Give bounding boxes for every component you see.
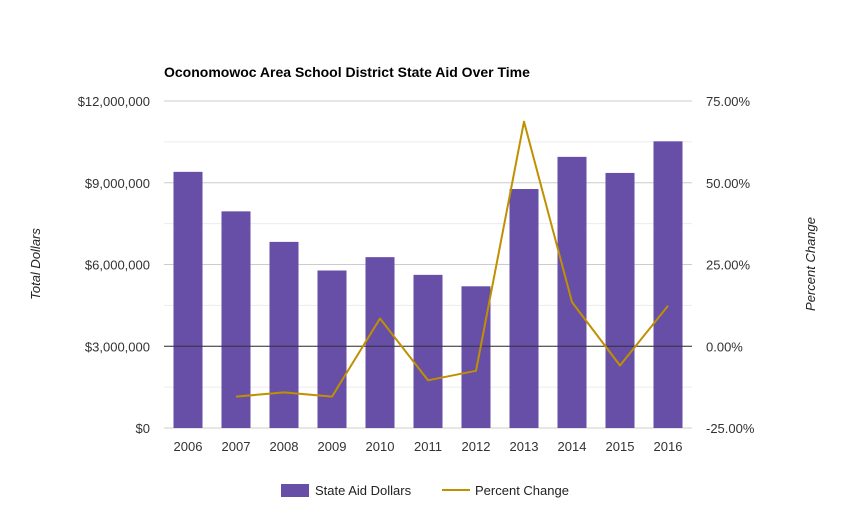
x-tick-label: 2013 (510, 439, 539, 454)
right-axis-title: Percent Change (803, 217, 818, 311)
x-tick-label: 2015 (606, 439, 635, 454)
left-axis-title: Total Dollars (28, 228, 43, 300)
right-tick-label: 25.00% (706, 258, 751, 273)
bar-2009 (317, 270, 347, 428)
legend-swatch-bars (281, 484, 309, 497)
chart-title: Oconomowoc Area School District State Ai… (164, 64, 530, 80)
x-tick-label: 2007 (222, 439, 251, 454)
bar-2014 (557, 156, 587, 429)
x-tick-label: 2011 (414, 439, 442, 454)
right-tick-label: 50.00% (706, 176, 751, 191)
left-axis-ticks: $0 $3,000,000 $6,000,000 $9,000,000 $12,000,… (78, 94, 150, 436)
bar-2012 (461, 286, 491, 428)
x-tick-label: 2014 (558, 439, 587, 454)
right-tick-label: -25.00% (706, 421, 755, 436)
x-tick-label: 2006 (174, 439, 203, 454)
x-tick-label: 2008 (270, 439, 299, 454)
legend: State Aid Dollars Percent Change (281, 483, 569, 498)
bar-2013 (509, 189, 539, 428)
bar-2015 (605, 172, 635, 428)
legend-label-line: Percent Change (475, 483, 569, 498)
bar-2008 (269, 241, 299, 428)
right-tick-label: 0.00% (706, 339, 743, 354)
percent-change-line (235, 120, 669, 398)
bar-series (173, 141, 683, 429)
right-tick-label: 75.00% (706, 94, 751, 109)
left-tick-label: $0 (136, 421, 150, 436)
bar-2006 (173, 171, 203, 428)
x-tick-label: 2009 (318, 439, 347, 454)
line-series (235, 120, 669, 398)
x-tick-label: 2010 (366, 439, 395, 454)
x-axis-ticks: 2006 2007 2008 2009 2010 2011 2012 2013 2014 2015… (174, 439, 683, 454)
bar-2016 (653, 141, 683, 428)
bar-2010 (365, 257, 395, 428)
legend-label-bars: State Aid Dollars (315, 483, 412, 498)
x-tick-label: 2012 (462, 439, 491, 454)
left-tick-label: $9,000,000 (85, 176, 150, 191)
left-tick-label: $6,000,000 (85, 258, 150, 273)
left-tick-label: $12,000,000 (78, 94, 150, 109)
bar-2011 (413, 274, 443, 428)
right-axis-ticks: -25.00% 0.00% 25.00% 50.00% 75.00% (706, 94, 755, 436)
x-tick-label: 2016 (654, 439, 683, 454)
left-tick-label: $3,000,000 (85, 339, 150, 354)
bar-2007 (221, 211, 251, 428)
